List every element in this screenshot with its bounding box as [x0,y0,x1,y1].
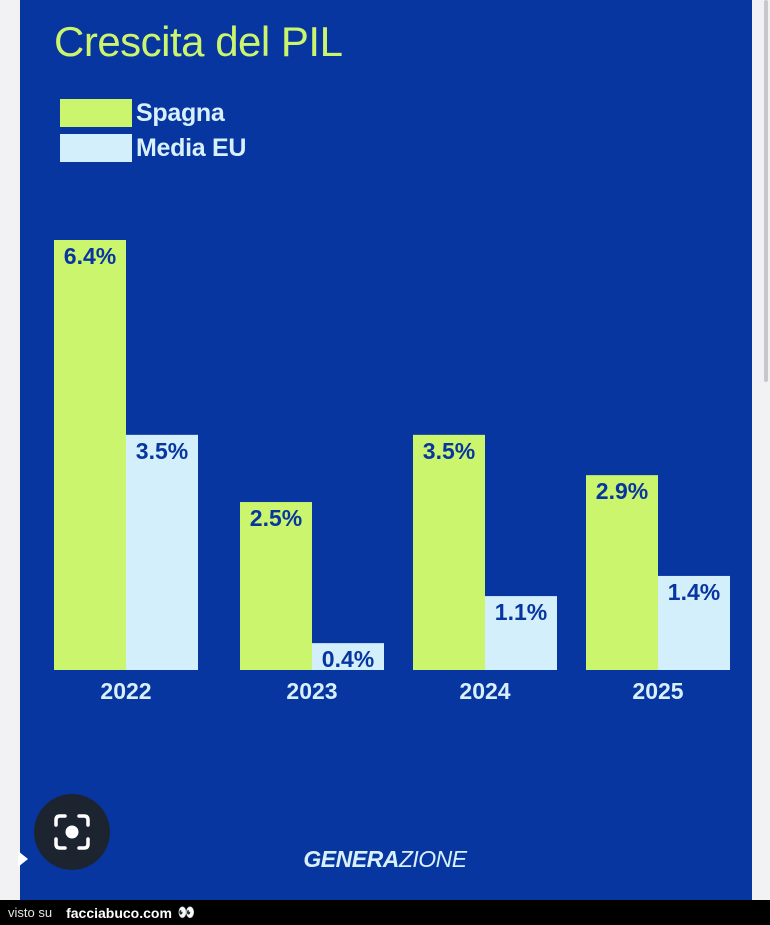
bar-media-eu-2022 [126,434,198,670]
eyes-icon: 👀 [177,904,195,920]
legend-item-spagna: Spagna [60,96,246,130]
chart-title: Crescita del PIL [54,18,343,65]
footer-bar: visto su facciabuco.com 👀 [0,900,770,925]
scrollbar-thumb[interactable] [764,0,768,382]
data-label-media-eu-2022: 3.5% [136,438,188,464]
category-label-2025: 2025 [632,678,683,704]
category-label-2022: 2022 [100,678,151,704]
bar-media-eu-2023 [312,643,384,670]
generazione-logo: GENERAZIONE [0,846,770,873]
chart-legend: Spagna Media EU [60,96,246,166]
google-lens-button[interactable] [34,794,110,870]
data-label-media-eu-2023: 0.4% [322,646,374,672]
legend-label-spagna: Spagna [136,98,225,127]
data-label-spagna-2023: 2.5% [250,505,302,531]
bar-spagna-2023 [240,502,312,670]
legend-swatch-spagna [60,99,132,127]
bar-media-eu-2025 [658,575,730,670]
legend-swatch-media-eu [60,134,132,162]
bar-media-eu-2024 [485,596,557,670]
logo-part-light: ZIONE [398,846,467,872]
legend-item-media-eu: Media EU [60,131,246,165]
bar-spagna-2024 [413,434,485,670]
data-label-media-eu-2024: 1.1% [495,599,547,625]
category-label-2024: 2024 [459,678,510,704]
category-label-2023: 2023 [286,678,337,704]
expand-arrow-icon[interactable] [18,851,28,867]
camera-search-icon [54,814,90,850]
data-label-spagna-2024: 3.5% [423,438,475,464]
data-label-media-eu-2025: 1.4% [668,579,720,605]
data-label-spagna-2025: 2.9% [596,478,648,504]
logo-part-bold: GENERA [303,846,399,872]
legend-label-media-eu: Media EU [136,133,247,162]
data-label-spagna-2022: 6.4% [64,243,116,269]
footer-prefix: visto su [8,905,53,920]
bar-spagna-2025 [586,475,658,670]
bar-spagna-2022 [54,240,126,670]
footer-site-link[interactable]: facciabuco.com [66,904,172,921]
